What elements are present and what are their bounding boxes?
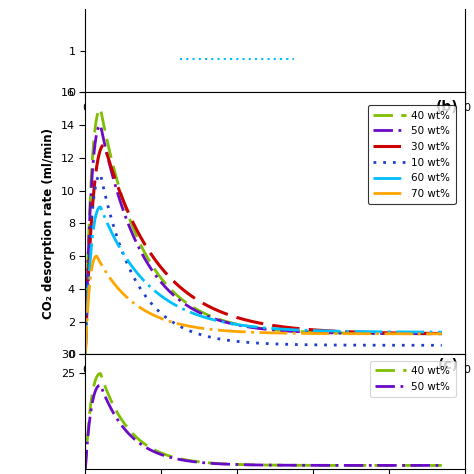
70 wt% [321,331,327,337]
30 wt% [146,248,152,254]
60 wt% [293,327,299,333]
60 wt% [82,351,88,357]
60 wt% [439,329,445,335]
60 wt% [244,323,250,329]
30 wt% [175,282,181,288]
50 wt% [82,351,88,357]
70 wt% [439,331,445,337]
60 wt% [175,303,181,309]
40 wt% [82,351,88,357]
30 wt% [82,351,88,357]
40 wt% [321,330,327,336]
10 wt% [97,171,103,177]
Line: 30 wt%: 30 wt% [85,145,442,354]
Legend: 40 wt%, 50 wt%: 40 wt%, 50 wt% [370,361,456,397]
10 wt% [293,342,299,347]
10 wt% [82,351,88,357]
10 wt% [175,322,181,328]
40 wt% [97,106,103,111]
70 wt% [175,321,181,327]
50 wt% [146,263,152,268]
60 wt% [351,328,357,334]
40 wt% [244,323,250,329]
50 wt% [97,122,103,128]
30 wt% [321,328,327,333]
50 wt% [351,330,357,336]
10 wt% [351,342,357,348]
Text: (c): (c) [438,358,459,372]
40 wt% [146,257,152,263]
50 wt% [321,330,327,336]
Text: (b): (b) [436,100,459,114]
40 wt% [351,330,357,336]
X-axis label: Time (min) under microwave: Time (min) under microwave [174,116,376,128]
30 wt% [351,329,357,335]
60 wt% [321,328,327,334]
10 wt% [439,342,445,348]
70 wt% [244,329,250,335]
70 wt% [293,330,299,336]
Line: 10 wt%: 10 wt% [85,174,442,354]
70 wt% [94,253,100,259]
60 wt% [97,204,103,210]
30 wt% [439,331,445,337]
10 wt% [244,339,250,345]
50 wt% [244,324,250,329]
50 wt% [293,328,299,334]
40 wt% [293,328,299,334]
40 wt% [175,293,181,299]
70 wt% [82,351,88,357]
Legend: 40 wt%, 50 wt%, 30 wt%, 10 wt%, 60 wt%, 70 wt%: 40 wt%, 50 wt%, 30 wt%, 10 wt%, 60 wt%, … [368,105,456,204]
10 wt% [321,342,327,348]
30 wt% [293,326,299,331]
50 wt% [439,331,445,337]
Y-axis label: CO₂ desorption rate (ml/min): CO₂ desorption rate (ml/min) [42,128,55,319]
70 wt% [351,331,357,337]
40 wt% [439,331,445,337]
30 wt% [101,142,107,147]
Line: 40 wt%: 40 wt% [85,109,442,354]
Line: 60 wt%: 60 wt% [85,207,442,354]
50 wt% [175,296,181,301]
X-axis label: Time (min) under microwave: Time (min) under microwave [174,379,376,392]
60 wt% [146,283,152,289]
Line: 70 wt%: 70 wt% [85,256,442,354]
Line: 50 wt%: 50 wt% [85,125,442,354]
10 wt% [146,298,152,303]
70 wt% [146,310,152,316]
30 wt% [244,318,250,323]
